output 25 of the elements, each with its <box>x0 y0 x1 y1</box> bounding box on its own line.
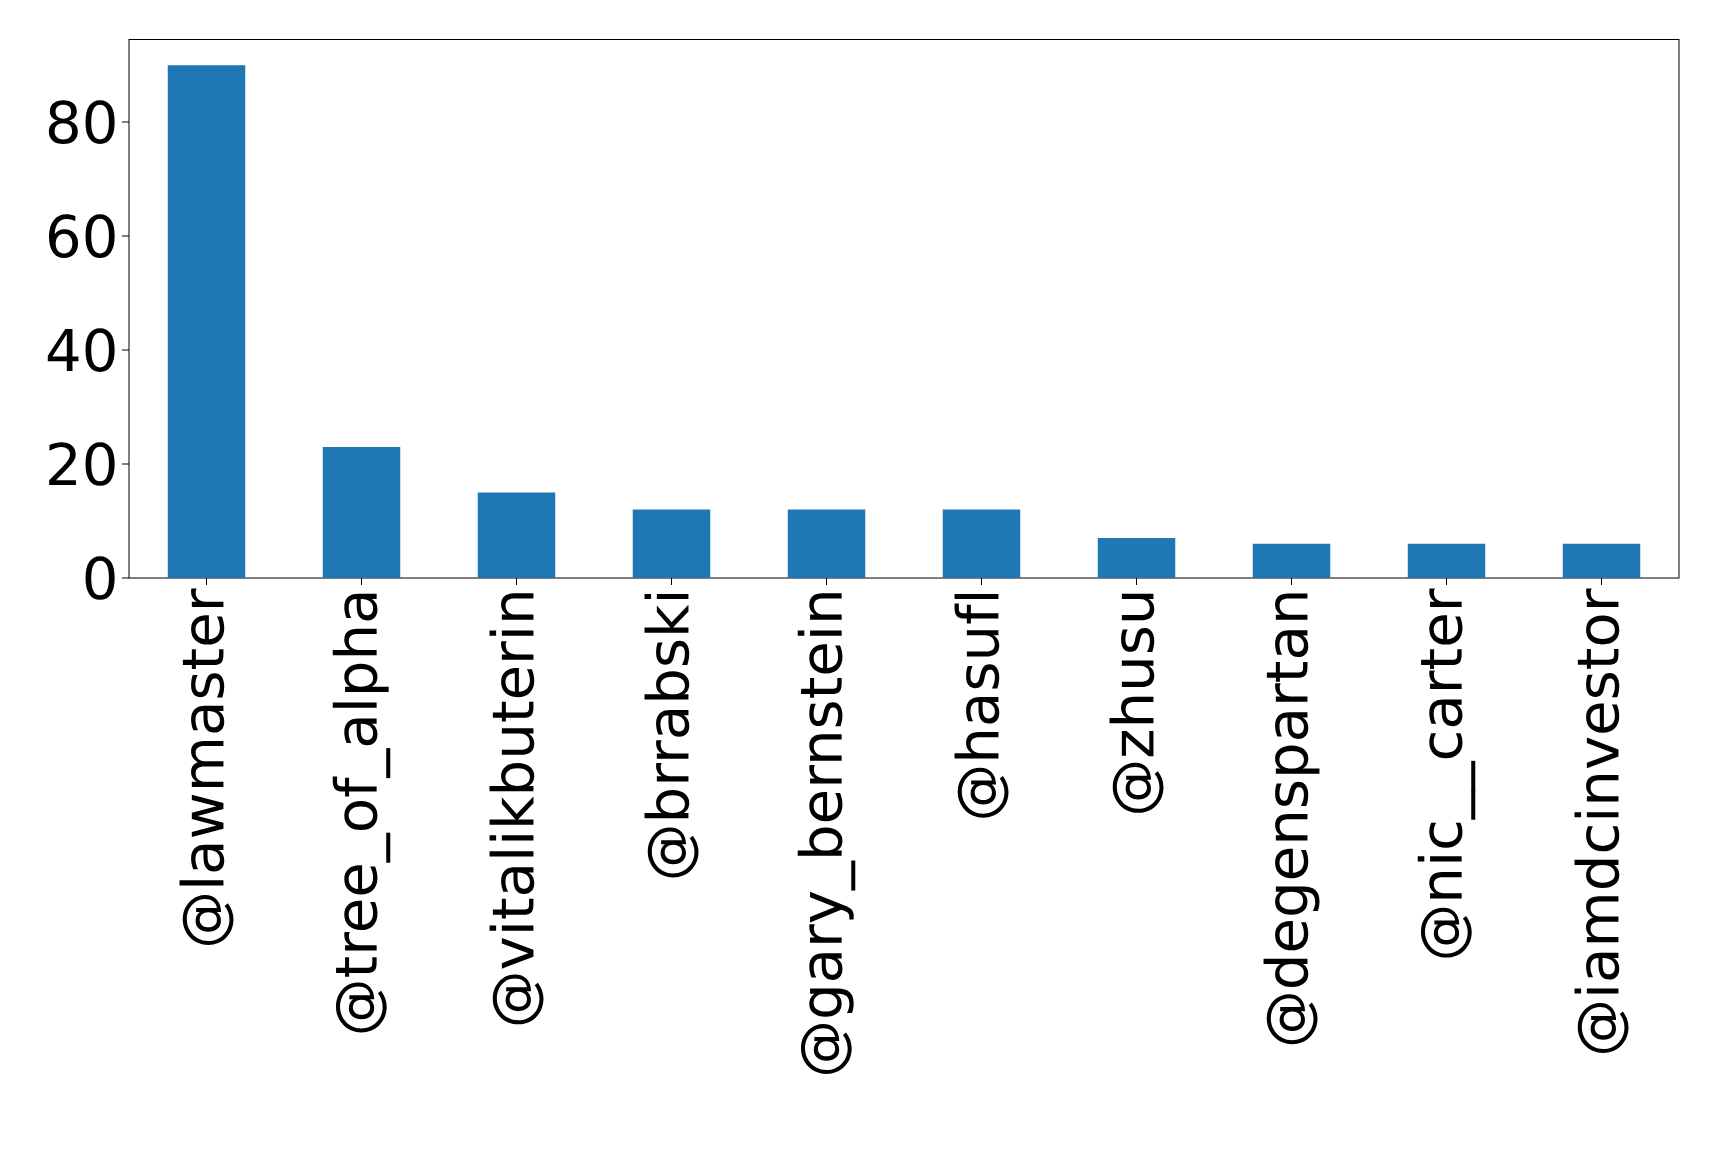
y-tick-label: 60 <box>48 214 115 258</box>
x-tick-label: @gary_bernstein <box>797 593 856 1075</box>
y-tick-label: 0 <box>85 556 115 600</box>
bar <box>1097 538 1176 578</box>
bar <box>477 492 556 578</box>
x-tick-label: @brrabski <box>644 593 699 878</box>
x-tick-label: @degenspartan <box>1263 593 1320 1045</box>
y-tick-label: 20 <box>49 442 115 486</box>
bar <box>632 509 711 578</box>
x-tick-label: @tree_of_alpha <box>332 593 391 1033</box>
bar <box>1562 543 1641 578</box>
bar <box>167 65 246 578</box>
bar <box>942 509 1021 578</box>
x-tick-label: @vitalikbuterin <box>489 593 544 1025</box>
x-tick-label: @zhusu <box>1109 593 1164 813</box>
bar <box>1407 543 1486 578</box>
bar <box>787 509 866 578</box>
y-tick-label: 40 <box>47 328 115 372</box>
x-tick-label: @hasufl <box>954 593 1009 818</box>
x-tick-label: @lawmaster <box>179 588 234 945</box>
bar <box>322 446 401 578</box>
y-tick-label: 80 <box>48 100 115 144</box>
bar <box>1252 543 1331 578</box>
x-tick-label: @nic__carter <box>1417 588 1476 958</box>
x-tick-label: @iamdcinvestor <box>1574 588 1629 1053</box>
